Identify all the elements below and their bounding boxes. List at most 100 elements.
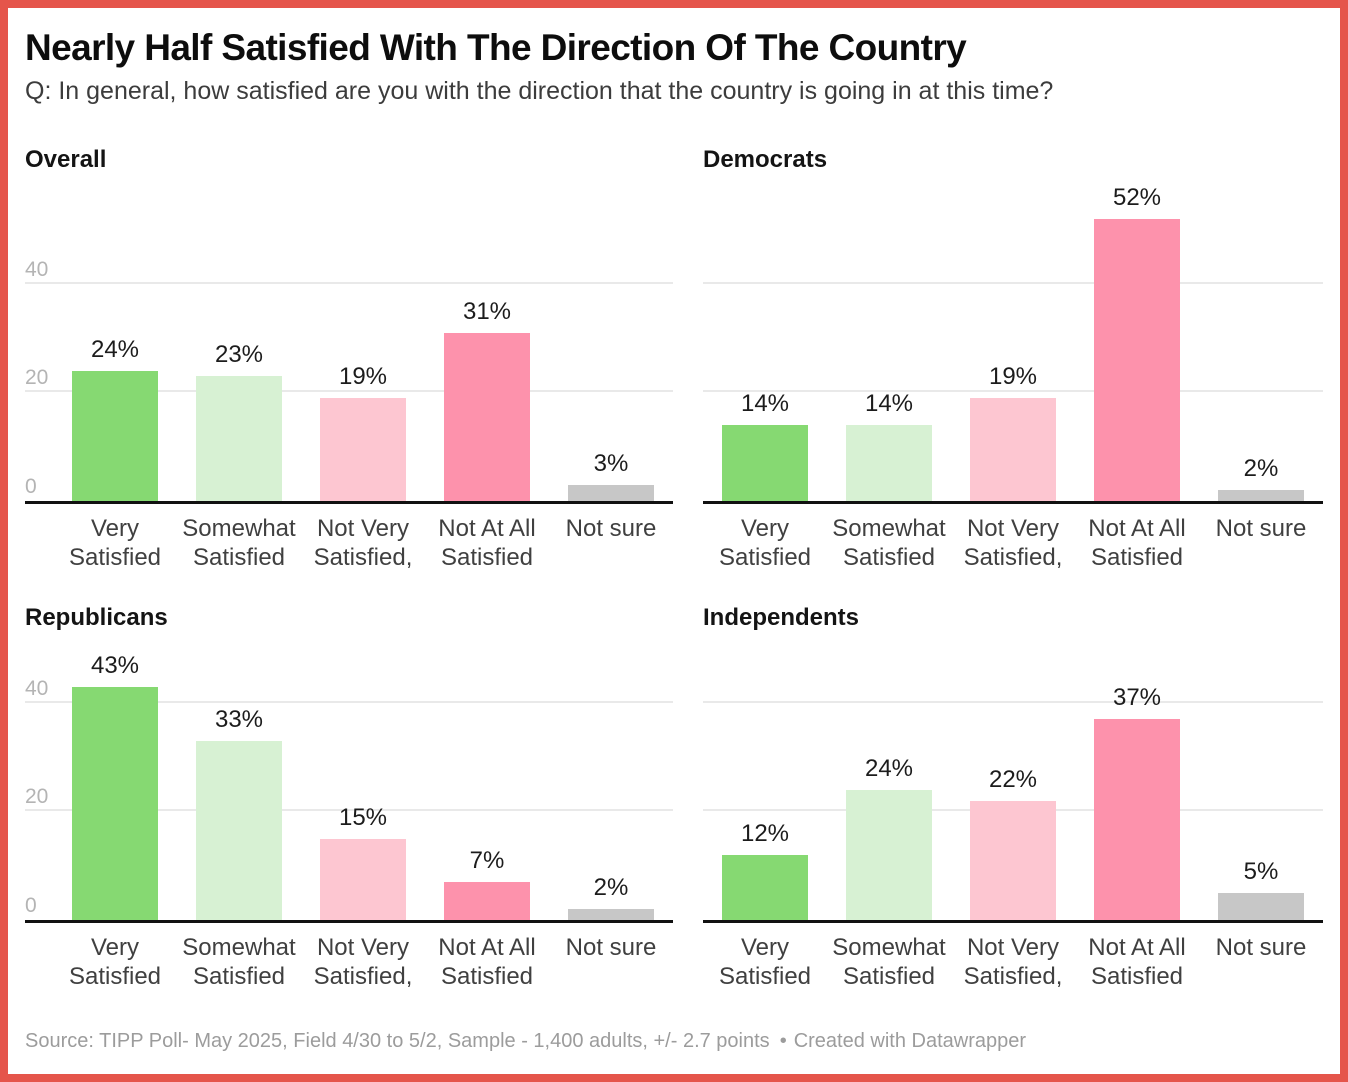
category-label-very-satisfied: Very Satisfied <box>68 515 162 571</box>
category-label-not-at-all-satisfied: Not At All Satisfied <box>1088 934 1186 990</box>
plot-area: 0 20 40 43% 33% 15% 7% 2% <box>25 640 673 923</box>
category-label-not-sure: Not sure <box>565 934 657 961</box>
y-tick-label-20: 20 <box>25 366 49 390</box>
bar-very-satisfied <box>72 370 158 501</box>
bar-very-satisfied <box>72 686 158 920</box>
bar-not-very-satisfied <box>970 800 1056 920</box>
category-label-somewhat-satisfied: Somewhat Satisfied <box>832 515 946 571</box>
category-label-not-sure: Not sure <box>565 515 657 542</box>
bar-not-very-satisfied <box>320 838 406 920</box>
bar-not-at-all-satisfied <box>444 332 530 501</box>
bar-not-at-all-satisfied <box>1094 218 1180 501</box>
bar-columns: 24% 23% 19% 31% 3% <box>25 182 673 501</box>
bar-not-at-all-satisfied <box>444 882 530 920</box>
panel-democrats: Democrats 14% 14% 19% 52% 2% Very Satisfied Som… <box>703 132 1323 572</box>
gridline-20 <box>25 809 673 812</box>
gridline-20 <box>25 390 673 393</box>
value-label: 33% <box>214 705 264 733</box>
category-label-somewhat-satisfied: Somewhat Satisfied <box>182 515 296 571</box>
category-label-not-very-satisfied: Not Very Satisfied, <box>963 934 1063 990</box>
value-label: 31% <box>462 297 512 325</box>
bar-column-not-at-all-satisfied: 31% <box>425 182 549 501</box>
y-tick-label-20: 20 <box>25 785 49 809</box>
category-label-not-very-satisfied: Not Very Satisfied, <box>313 515 413 571</box>
y-tick-label-0: 0 <box>25 475 37 498</box>
category-label-not-very-satisfied: Not Very Satisfied, <box>313 934 413 990</box>
gridline-40 <box>25 700 673 703</box>
bar-column-somewhat-satisfied: 24% <box>827 640 951 920</box>
category-label-somewhat-satisfied: Somewhat Satisfied <box>832 934 946 990</box>
bar-very-satisfied <box>722 424 808 501</box>
value-label: 2% <box>1243 455 1279 483</box>
value-label: 14% <box>740 389 790 417</box>
bar-column-not-very-satisfied: 19% <box>951 182 1075 501</box>
category-label-not-very-satisfied: Not Very Satisfied, <box>963 515 1063 571</box>
bar-somewhat-satisfied <box>196 376 282 501</box>
bar-column-not-at-all-satisfied: 7% <box>425 640 549 920</box>
source-note: Source: TIPP Poll- May 2025, Field 4/30 … <box>25 1030 770 1052</box>
bar-columns: 12% 24% 22% 37% 5% <box>703 640 1323 920</box>
chart-title: Nearly Half Satisfied With The Direction… <box>25 27 967 68</box>
plot-area: 12% 24% 22% 37% 5% <box>703 640 1323 923</box>
panel-title: Democrats <box>703 146 828 173</box>
category-label-not-sure: Not sure <box>1215 934 1307 961</box>
chart-subtitle: Q: In general, how satisfied are you wit… <box>25 77 1054 105</box>
bar-not-sure <box>1218 892 1304 920</box>
bar-column-not-sure: 2% <box>549 640 673 920</box>
value-label: 24% <box>864 754 914 782</box>
value-label: 2% <box>593 874 629 902</box>
panel-republicans: Republicans 0 20 40 43% 33% 15% 7% 2% Very Satisf… <box>25 590 673 991</box>
bar-column-somewhat-satisfied: 23% <box>177 182 301 501</box>
value-label: 19% <box>988 362 1038 390</box>
bar-column-not-very-satisfied: 19% <box>301 182 425 501</box>
value-label: 23% <box>214 341 264 369</box>
value-label: 3% <box>593 449 629 477</box>
y-tick-label-0: 0 <box>25 894 37 917</box>
bar-column-not-very-satisfied: 15% <box>301 640 425 920</box>
category-label-not-sure: Not sure <box>1215 515 1307 542</box>
category-label-very-satisfied: Very Satisfied <box>68 934 162 990</box>
bar-column-not-sure: 2% <box>1199 182 1323 501</box>
value-label: 24% <box>90 335 140 363</box>
bar-column-not-sure: 5% <box>1199 640 1323 920</box>
category-label-not-at-all-satisfied: Not At All Satisfied <box>438 934 536 990</box>
bar-column-not-at-all-satisfied: 37% <box>1075 640 1199 920</box>
bar-column-somewhat-satisfied: 33% <box>177 640 301 920</box>
gridline-20 <box>703 390 1323 393</box>
y-tick-label-40: 40 <box>25 257 49 281</box>
chart-header: Nearly Half Satisfied With The Direction… <box>8 8 1340 106</box>
category-label-somewhat-satisfied: Somewhat Satisfied <box>182 934 296 990</box>
plot-area: 14% 14% 19% 52% 2% <box>703 182 1323 504</box>
bar-column-very-satisfied: 43% <box>53 640 177 920</box>
value-label: 19% <box>338 362 388 390</box>
gridline-40 <box>703 700 1323 703</box>
bar-column-very-satisfied: 14% <box>703 182 827 501</box>
bar-somewhat-satisfied <box>846 424 932 501</box>
value-label: 14% <box>864 389 914 417</box>
category-label-not-at-all-satisfied: Not At All Satisfied <box>438 515 536 571</box>
plot-area: 0 20 40 24% 23% 19% 31% 3% <box>25 182 673 504</box>
panel-title: Republicans <box>25 604 168 631</box>
bar-somewhat-satisfied <box>196 740 282 920</box>
value-label: 7% <box>469 847 505 874</box>
value-label: 12% <box>740 819 790 847</box>
bar-not-very-satisfied <box>970 397 1056 501</box>
bar-not-sure <box>1218 490 1304 501</box>
bar-column-somewhat-satisfied: 14% <box>827 182 951 501</box>
bar-not-sure <box>568 484 654 501</box>
gridline-40 <box>25 281 673 284</box>
bar-not-very-satisfied <box>320 397 406 501</box>
bar-not-sure <box>568 909 654 920</box>
bar-somewhat-satisfied <box>846 789 932 920</box>
value-label: 5% <box>1243 857 1279 885</box>
panel-title: Overall <box>25 146 107 173</box>
category-label-very-satisfied: Very Satisfied <box>718 934 812 990</box>
value-label: 52% <box>1112 183 1162 211</box>
category-labels: Very Satisfied Somewhat Satisfied Not Very… <box>25 933 673 991</box>
value-label: 15% <box>338 803 388 831</box>
value-label: 43% <box>90 651 140 679</box>
bar-not-at-all-satisfied <box>1094 719 1180 920</box>
category-labels: Very Satisfied Somewhat Satisfied Not Very… <box>703 933 1323 991</box>
panel-independents: Independents 12% 24% 22% 37% 5% Very Satisfied… <box>703 590 1323 991</box>
